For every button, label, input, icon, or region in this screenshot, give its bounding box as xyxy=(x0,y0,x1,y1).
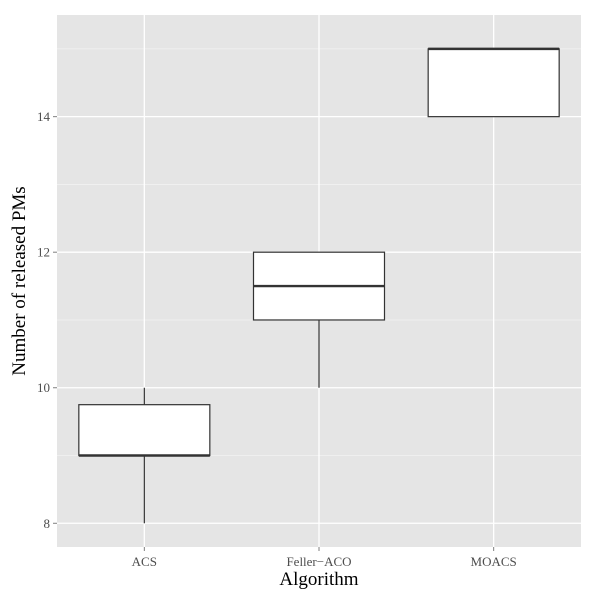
x-tick-label: MOACS xyxy=(471,554,517,569)
box-body xyxy=(78,404,211,457)
y-tick-label: 12 xyxy=(37,245,50,260)
x-tick-label: ACS xyxy=(132,554,157,569)
y-tick-label: 10 xyxy=(37,380,50,395)
y-tick-label: 8 xyxy=(44,516,51,531)
x-axis-title: Algorithm xyxy=(279,569,358,590)
x-axis-ticks: ACS Feller−ACO MOACS xyxy=(132,547,517,569)
box-2 xyxy=(427,47,560,118)
box-series xyxy=(78,47,560,524)
box-0 xyxy=(78,387,211,524)
y-axis-ticks: 8 10 12 14 xyxy=(37,109,57,531)
box-1 xyxy=(252,251,386,388)
y-axis-title: Number of released PMs xyxy=(9,186,30,375)
box-body xyxy=(427,48,560,118)
y-tick-label: 14 xyxy=(37,109,51,124)
x-tick-label: Feller−ACO xyxy=(286,554,351,569)
